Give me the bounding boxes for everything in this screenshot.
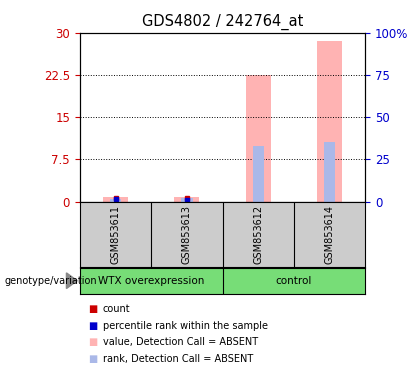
Text: ■: ■	[88, 354, 97, 364]
Polygon shape	[66, 273, 77, 288]
Text: ■: ■	[88, 337, 97, 347]
Text: control: control	[276, 276, 312, 286]
Bar	[181, 198, 192, 202]
Bar	[246, 75, 271, 202]
Bar	[174, 197, 199, 202]
Bar	[110, 199, 121, 202]
Text: genotype/variation: genotype/variation	[4, 276, 97, 286]
Text: GSM853614: GSM853614	[325, 205, 335, 264]
Text: ■: ■	[88, 304, 97, 314]
Text: GDS4802 / 242764_at: GDS4802 / 242764_at	[142, 13, 303, 30]
Text: WTX overexpression: WTX overexpression	[98, 276, 205, 286]
Text: value, Detection Call = ABSENT: value, Detection Call = ABSENT	[103, 337, 258, 347]
Bar	[103, 197, 128, 202]
Bar	[253, 146, 264, 202]
Bar	[317, 41, 342, 202]
Text: percentile rank within the sample: percentile rank within the sample	[103, 321, 268, 331]
Text: GSM853613: GSM853613	[182, 205, 192, 264]
Text: GSM853612: GSM853612	[253, 205, 263, 264]
Text: GSM853611: GSM853611	[110, 205, 121, 264]
Text: ■: ■	[88, 321, 97, 331]
Text: count: count	[103, 304, 131, 314]
Text: rank, Detection Call = ABSENT: rank, Detection Call = ABSENT	[103, 354, 253, 364]
Bar	[324, 142, 335, 202]
